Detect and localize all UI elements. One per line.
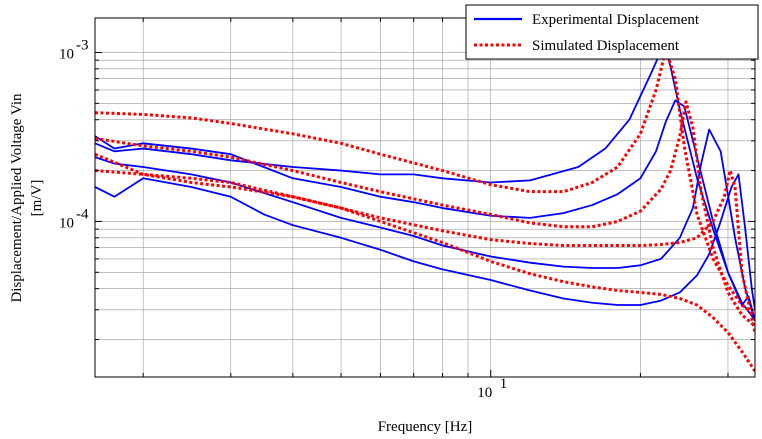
x-tick-label: 10 bbox=[477, 385, 492, 401]
experimental-curve-4 bbox=[95, 173, 755, 311]
experimental-curve-2 bbox=[95, 99, 755, 322]
experimental-curve-1 bbox=[95, 48, 755, 322]
legend: Experimental Displacement Simulated Disp… bbox=[465, 4, 759, 60]
x-axis-label: Frequency [Hz] bbox=[378, 419, 473, 435]
plot-curves bbox=[95, 48, 755, 372]
y-axis-label: Displacement/Applied Voltage Vin bbox=[9, 93, 25, 303]
legend-box bbox=[465, 4, 759, 60]
legend-label-experimental: Experimental Displacement bbox=[532, 12, 700, 28]
y-axis-unit: [m/V] bbox=[29, 180, 45, 217]
x-tick-label-exponent: 1 bbox=[500, 376, 508, 392]
y-tick-label: 10 bbox=[59, 46, 74, 62]
simulated-curve-4 bbox=[95, 152, 755, 372]
plot-frame bbox=[94, 17, 756, 378]
legend-label-simulated: Simulated Displacement bbox=[532, 38, 680, 54]
simulated-curve-2 bbox=[95, 100, 755, 328]
y-tick-label-exponent: -3 bbox=[76, 37, 89, 53]
experimental-curve-3 bbox=[95, 128, 755, 322]
y-tick-label-exponent: -4 bbox=[76, 206, 89, 222]
tick-marks bbox=[95, 18, 755, 377]
simulated-curve-1 bbox=[95, 48, 755, 317]
y-tick-label: 10 bbox=[59, 215, 74, 231]
